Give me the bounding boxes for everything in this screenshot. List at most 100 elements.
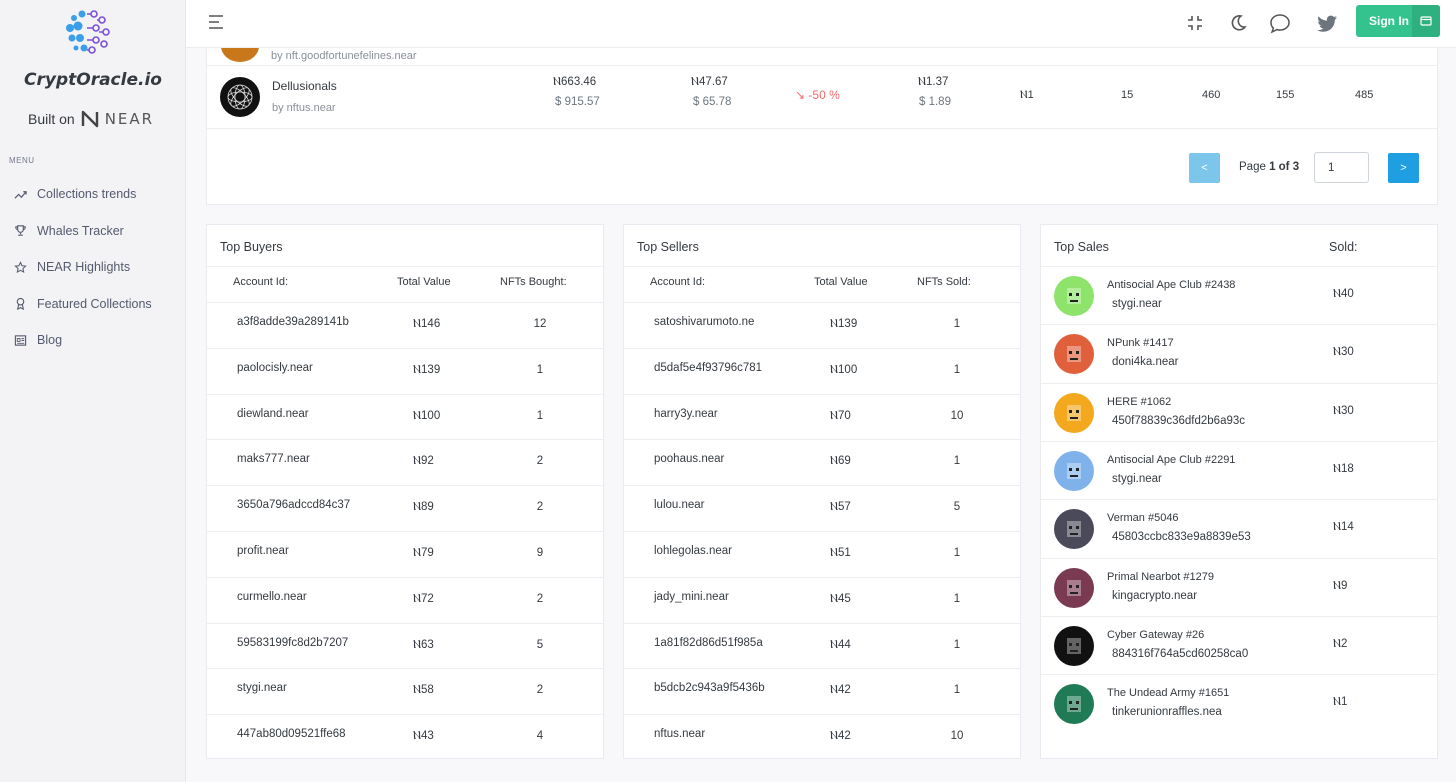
collection-creator: by nftus.near bbox=[272, 102, 336, 114]
account-id[interactable]: jady_mini.near bbox=[654, 590, 729, 603]
table-row[interactable]: nftus.near Ⲛ42 10 bbox=[624, 714, 1020, 760]
table-row[interactable]: harry3y.near Ⲛ70 10 bbox=[624, 393, 1020, 440]
total-value: Ⲛ139 bbox=[413, 363, 441, 376]
table-row[interactable]: 1a81f82d86d51f985a Ⲛ44 1 bbox=[624, 622, 1020, 669]
table-row[interactable]: 447ab80d09521ffe68 Ⲛ43 4 bbox=[207, 714, 603, 760]
chat-bubble-icon[interactable] bbox=[1268, 12, 1292, 36]
total-value: Ⲛ44 bbox=[830, 638, 851, 651]
page-number-input[interactable] bbox=[1314, 152, 1369, 183]
table-row[interactable]: satoshivarumoto.ne Ⲛ139 1 bbox=[624, 302, 1020, 348]
sidebar-item-near-highlights[interactable]: NEAR Highlights bbox=[0, 249, 186, 286]
account-id[interactable]: stygi.near bbox=[237, 682, 287, 695]
table-row[interactable]: Dellusionals by nftus.near Ⲛ663.46 $ 915… bbox=[207, 66, 1437, 129]
account-id[interactable]: 884316f764a5cd60258ca0 bbox=[1112, 647, 1249, 660]
table-row[interactable]: poohaus.near Ⲛ69 1 bbox=[624, 439, 1020, 485]
account-id[interactable]: satoshivarumoto.ne bbox=[654, 316, 755, 328]
sidebar-item-collections-trends[interactable]: Collections trends bbox=[0, 176, 186, 213]
table-row[interactable]: stygi.near Ⲛ58 2 bbox=[207, 668, 603, 714]
sidebar-item-featured-collections[interactable]: Featured Collections bbox=[0, 286, 186, 323]
sold-value: Ⲛ14 bbox=[1333, 521, 1354, 534]
sign-in-label: Sign In bbox=[1369, 14, 1409, 28]
account-id[interactable]: curmello.near bbox=[237, 590, 307, 603]
account-id[interactable]: d5daf5e4f93796c781 bbox=[654, 361, 763, 374]
table-row[interactable]: Antisocial Ape Club #2438 stygi.near Ⲛ40 bbox=[1041, 266, 1437, 324]
next-page-button[interactable]: > bbox=[1388, 153, 1419, 183]
nft-name[interactable]: HERE #1062 bbox=[1107, 395, 1172, 408]
account-id[interactable]: poohaus.near bbox=[654, 453, 725, 466]
account-id[interactable]: harry3y.near bbox=[654, 407, 718, 420]
account-id[interactable]: maks777.near bbox=[237, 453, 310, 466]
table-row[interactable]: paolocisly.near Ⲛ139 1 bbox=[207, 347, 603, 394]
account-id[interactable]: profit.near bbox=[237, 545, 289, 557]
total-value: Ⲛ79 bbox=[413, 547, 434, 559]
table-row[interactable]: curmello.near Ⲛ72 2 bbox=[207, 576, 603, 623]
account-id[interactable]: lulou.near bbox=[654, 499, 705, 512]
table-row[interactable]: lulou.near Ⲛ57 5 bbox=[624, 485, 1020, 531]
total-value: Ⲛ42 bbox=[830, 684, 851, 697]
account-id[interactable]: 3650a796adccd84c37 bbox=[237, 499, 351, 512]
account-id[interactable]: 1a81f82d86d51f985a bbox=[654, 636, 763, 649]
account-id[interactable]: stygi.near bbox=[1112, 472, 1162, 485]
account-id[interactable]: kingacrypto.near bbox=[1112, 589, 1198, 602]
table-row[interactable]: 3650a796adccd84c37 Ⲛ89 2 bbox=[207, 485, 603, 531]
account-id[interactable]: 447ab80d09521ffe68 bbox=[237, 728, 346, 741]
menu-toggle-icon[interactable] bbox=[208, 14, 226, 30]
table-row[interactable]: maks777.near Ⲛ92 2 bbox=[207, 439, 603, 485]
nft-avatar bbox=[1054, 392, 1094, 433]
twitter-icon[interactable] bbox=[1315, 12, 1339, 36]
nft-name[interactable]: The Undead Army #1651 bbox=[1107, 687, 1230, 700]
table-row[interactable]: diewland.near Ⲛ100 1 bbox=[207, 393, 603, 440]
total-value: Ⲛ72 bbox=[413, 592, 434, 605]
sign-in-button[interactable]: Sign In bbox=[1356, 5, 1440, 37]
account-id[interactable]: tinkerunionraffles.nea bbox=[1112, 706, 1222, 719]
nft-name[interactable]: Primal Nearbot #1279 bbox=[1107, 570, 1215, 583]
table-row[interactable]: NPunk #1417 doni4ka.near Ⲛ30 bbox=[1041, 324, 1437, 382]
account-id[interactable]: a3f8adde39a289141b bbox=[237, 316, 349, 328]
table-row[interactable]: b5dcb2c943a9f5436b Ⲛ42 1 bbox=[624, 668, 1020, 714]
nft-name[interactable]: Cyber Gateway #26 bbox=[1107, 628, 1205, 641]
table-row[interactable]: HERE #1062 450f78839c36dfd2b6a93c Ⲛ30 bbox=[1041, 382, 1437, 441]
table-row[interactable]: profit.near Ⲛ79 9 bbox=[207, 531, 603, 577]
collection-name[interactable]: Dellusionals bbox=[272, 79, 337, 93]
nft-count: 5 bbox=[536, 638, 544, 651]
floor-price-near: Ⲛ663.46 bbox=[553, 76, 597, 88]
column-header: NFTs Sold: bbox=[917, 276, 971, 288]
table-row[interactable]: Verman #5046 45803ccbc833e9a8839e53 Ⲛ14 bbox=[1041, 499, 1437, 557]
table-row[interactable]: by nft.goodfortunefelines.near bbox=[207, 48, 1437, 66]
dark-mode-moon-icon[interactable] bbox=[1227, 12, 1249, 34]
account-id[interactable]: b5dcb2c943a9f5436b bbox=[654, 682, 765, 695]
near-wordmark: NEAR bbox=[104, 110, 155, 128]
account-id[interactable]: doni4ka.near bbox=[1112, 356, 1179, 369]
sold-value: Ⲛ1 bbox=[1333, 696, 1348, 709]
table-row[interactable]: d5daf5e4f93796c781 Ⲛ100 1 bbox=[624, 347, 1020, 394]
fullscreen-exit-icon[interactable] bbox=[1184, 12, 1206, 34]
nft-name[interactable]: Antisocial Ape Club #2291 bbox=[1107, 453, 1236, 466]
total-value: Ⲛ92 bbox=[413, 455, 434, 468]
account-id[interactable]: paolocisly.near bbox=[237, 361, 313, 374]
sidebar-item-blog[interactable]: Blog bbox=[0, 322, 186, 359]
account-id[interactable]: diewland.near bbox=[237, 407, 309, 420]
table-row[interactable]: 59583199fc8d2b7207 Ⲛ63 5 bbox=[207, 622, 603, 669]
table-row[interactable]: Antisocial Ape Club #2291 stygi.near Ⲛ18 bbox=[1041, 440, 1437, 499]
nft-name[interactable]: Verman #5046 bbox=[1107, 512, 1179, 525]
stat-value: 155 bbox=[1276, 89, 1295, 101]
table-row[interactable]: lohlegolas.near Ⲛ51 1 bbox=[624, 531, 1020, 577]
account-id[interactable]: nftus.near bbox=[654, 728, 706, 741]
account-id[interactable]: 450f78839c36dfd2b6a93c bbox=[1112, 414, 1246, 427]
total-value: Ⲛ43 bbox=[413, 730, 434, 743]
account-id[interactable]: lohlegolas.near bbox=[654, 545, 733, 557]
table-row[interactable]: The Undead Army #1651 tinkerunionraffles.… bbox=[1041, 674, 1437, 732]
account-id[interactable]: stygi.near bbox=[1112, 298, 1162, 310]
built-on-near: Built on NEAR bbox=[28, 110, 154, 128]
account-id[interactable]: 59583199fc8d2b7207 bbox=[237, 636, 349, 649]
table-row[interactable]: jady_mini.near Ⲛ45 1 bbox=[624, 576, 1020, 623]
prev-page-button[interactable]: < bbox=[1189, 153, 1220, 183]
table-row[interactable]: Primal Nearbot #1279 kingacrypto.near Ⲛ9 bbox=[1041, 557, 1437, 616]
nft-name[interactable]: Antisocial Ape Club #2438 bbox=[1107, 279, 1236, 291]
nft-name[interactable]: NPunk #1417 bbox=[1107, 337, 1174, 350]
account-id[interactable]: 45803ccbc833e9a8839e53 bbox=[1112, 531, 1251, 544]
table-row[interactable]: Cyber Gateway #26 884316f764a5cd60258ca0 Ⲛ… bbox=[1041, 615, 1437, 674]
table-row[interactable]: a3f8adde39a289141b Ⲛ146 12 bbox=[207, 302, 603, 348]
nft-count: 12 bbox=[533, 318, 547, 330]
sidebar-item-whales-tracker[interactable]: Whales Tracker bbox=[0, 213, 186, 250]
